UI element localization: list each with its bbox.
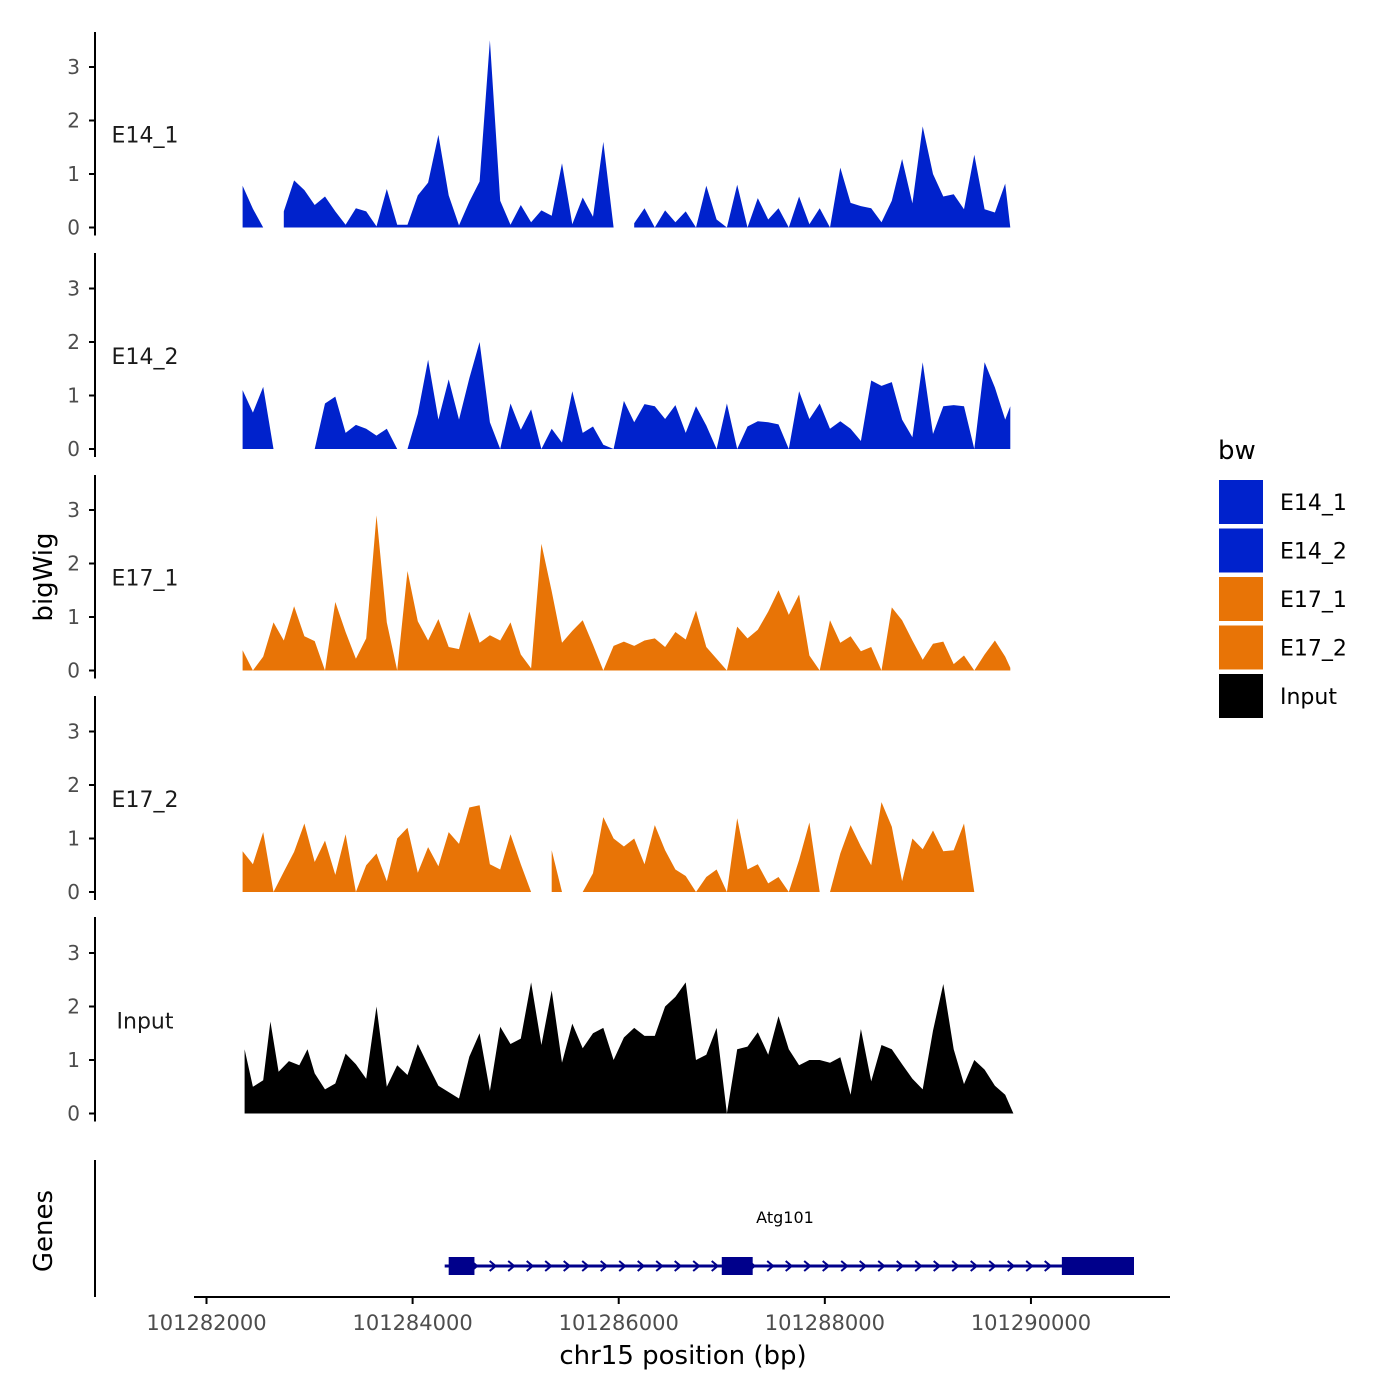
strand-arrow xyxy=(618,1260,627,1272)
strand-arrow xyxy=(896,1260,905,1272)
signal-area xyxy=(242,515,1011,671)
track-label: E17_2 xyxy=(112,788,179,813)
legend-label: E14_1 xyxy=(1280,491,1347,516)
y-tick-label: 3 xyxy=(67,55,80,79)
y-tick-label: 3 xyxy=(67,720,80,744)
strand-arrow xyxy=(637,1260,646,1272)
y-tick-label: 0 xyxy=(67,880,80,904)
x-tick-label: 101284000 xyxy=(352,1311,472,1335)
signal-area xyxy=(314,342,1011,449)
track-E14_1: 0 1 2 3 E14_1 xyxy=(67,32,1011,240)
tracks: 0 1 2 3 E14_1 0 1 2 3 E14_2 0 1 2 3 E17_1 0 1 2 3 E17_2 0 1 2 3… xyxy=(67,32,1014,1126)
x-axis-label: chr15 position (bp) xyxy=(559,1341,806,1371)
signal-area xyxy=(634,126,1011,228)
track-label: E14_1 xyxy=(112,124,179,149)
strand-arrow xyxy=(655,1260,664,1272)
x-axis: 101282000 101284000 101286000 101288000 1012… xyxy=(146,1296,1170,1335)
strand-arrow xyxy=(563,1260,572,1272)
x-tick-label: 101282000 xyxy=(146,1311,266,1335)
gene-exon xyxy=(448,1257,475,1275)
y-tick-label: 0 xyxy=(67,216,80,240)
y-tick-label: 1 xyxy=(67,384,80,408)
legend-swatch xyxy=(1219,625,1263,670)
legend-swatch xyxy=(1219,480,1263,524)
x-tick-label: 101290000 xyxy=(971,1311,1091,1335)
track-E17_1: 0 1 2 3 E17_1 xyxy=(67,475,1011,683)
y-tick-label: 2 xyxy=(67,773,80,797)
signal-area xyxy=(244,982,1014,1114)
y-tick-label: 1 xyxy=(67,827,80,851)
y-tick-label: 2 xyxy=(67,552,80,576)
strand-arrow xyxy=(803,1260,812,1272)
track-E17_2: 0 1 2 3 E17_2 xyxy=(67,696,975,904)
track-E14_2: 0 1 2 3 E14_2 xyxy=(67,253,1011,461)
signal-area xyxy=(582,802,975,892)
y-tick-label: 3 xyxy=(67,277,80,301)
y-tick-label: 0 xyxy=(67,437,80,461)
strand-arrow xyxy=(822,1260,831,1272)
y-axis-label: bigWig xyxy=(29,532,59,621)
gene-exon xyxy=(1061,1257,1134,1275)
strand-arrow xyxy=(951,1260,960,1272)
y-tick-label: 1 xyxy=(67,1048,80,1072)
strand-arrow xyxy=(859,1260,868,1272)
signal-area xyxy=(242,386,274,449)
y-tick-label: 1 xyxy=(67,162,80,186)
genes-panel: Atg101 xyxy=(94,1160,1134,1297)
strand-arrow xyxy=(914,1260,923,1272)
x-tick-label: 101288000 xyxy=(765,1311,885,1335)
legend-label: E14_2 xyxy=(1280,540,1347,565)
signal-area xyxy=(551,850,562,892)
gene-name-label: Atg101 xyxy=(756,1208,814,1227)
strand-arrow xyxy=(1007,1260,1016,1272)
y-tick-label: 2 xyxy=(67,330,80,354)
track-Input: 0 1 2 3 Input xyxy=(67,917,1014,1126)
track-label: Input xyxy=(117,1010,174,1035)
strand-arrow xyxy=(600,1260,609,1272)
legend-swatch xyxy=(1219,577,1263,621)
strand-arrow xyxy=(711,1260,720,1272)
strand-arrow xyxy=(933,1260,942,1272)
strand-arrow xyxy=(785,1260,794,1272)
strand-arrow xyxy=(877,1260,886,1272)
strand-arrow xyxy=(840,1260,849,1272)
legend: bw E14_1 E14_2 E17_1 E17_2 Input xyxy=(1218,436,1347,718)
signal-area xyxy=(242,805,532,892)
y-tick-label: 0 xyxy=(67,659,80,683)
legend-swatch xyxy=(1219,528,1263,573)
y-tick-label: 0 xyxy=(67,1102,80,1126)
strand-arrow xyxy=(766,1260,775,1272)
strand-arrow xyxy=(692,1260,701,1272)
legend-label: E17_1 xyxy=(1280,588,1347,613)
genes-axis-label: Genes xyxy=(29,1190,59,1272)
strand-arrow xyxy=(507,1260,516,1272)
strand-arrow xyxy=(544,1260,553,1272)
x-tick-label: 101286000 xyxy=(559,1311,679,1335)
legend-title: bw xyxy=(1218,436,1256,466)
y-tick-label: 2 xyxy=(67,109,80,133)
legend-swatch xyxy=(1219,674,1263,718)
track-label: E14_2 xyxy=(112,345,179,370)
track-label: E17_1 xyxy=(112,567,179,592)
strand-arrow xyxy=(489,1260,498,1272)
legend-label: Input xyxy=(1280,685,1337,710)
strand-arrow xyxy=(970,1260,979,1272)
strand-arrow xyxy=(1025,1260,1034,1272)
y-tick-label: 1 xyxy=(67,605,80,629)
gene-exon xyxy=(721,1257,753,1275)
strand-arrow xyxy=(988,1260,997,1272)
strand-arrow xyxy=(674,1260,683,1272)
legend-label: E17_2 xyxy=(1280,637,1347,662)
y-tick-label: 3 xyxy=(67,498,80,522)
signal-area xyxy=(242,185,264,228)
strand-arrow xyxy=(1044,1260,1053,1272)
y-tick-label: 3 xyxy=(67,941,80,965)
y-tick-label: 2 xyxy=(67,995,80,1019)
strand-arrow xyxy=(581,1260,590,1272)
signal-area xyxy=(283,40,614,228)
strand-arrow xyxy=(526,1260,535,1272)
